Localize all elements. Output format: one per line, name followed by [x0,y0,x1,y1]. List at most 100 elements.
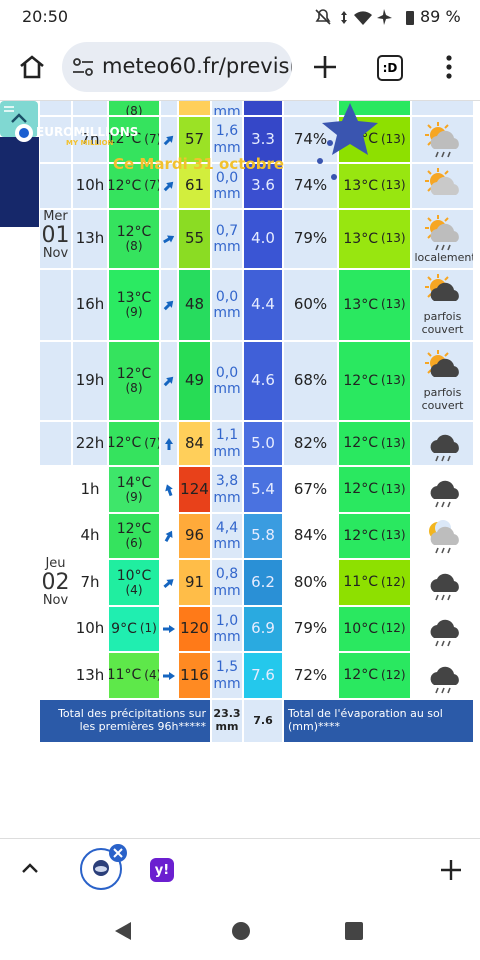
temp-sub: (8) [125,381,143,396]
evap-cell: 6.2 [243,559,283,606]
new-tab-button[interactable] [312,54,338,80]
precip-value: 0,8 [215,566,239,583]
index-cell: 124 [178,466,211,513]
humidity-cell: 82% [283,421,338,466]
month: Nov [42,593,69,608]
tab-switcher[interactable]: :D [377,55,403,81]
url-bar[interactable]: meteo60.fr/previsio [62,42,292,92]
close-tab[interactable] [108,843,128,863]
wind-arrow-cell [160,466,178,513]
tab-strip: y! [0,838,480,901]
temp-sub: (7) [144,435,160,450]
temp: 11°C [108,667,142,684]
index-value: 116 [180,665,209,684]
home-nav[interactable] [230,920,252,942]
day-cell [39,101,72,116]
weather-icon-cell [411,559,474,606]
weather-icon [424,273,462,311]
index-cell: 120 [178,606,211,652]
wind-arrow-cell [160,606,178,652]
precip-unit: mm [213,139,241,156]
recents-button[interactable] [344,921,364,941]
humidity-cell: 79% [283,209,338,269]
temp2: 12°C [343,372,378,389]
temp-sub: (9) [125,489,143,504]
wind-arrow-cell [160,209,178,269]
precip-cell: mm [211,101,243,116]
day-cell [39,559,72,606]
day-cell [39,116,72,163]
weather-icon [424,425,462,463]
site-settings-icon[interactable] [72,58,94,76]
temp2: 12°C [343,527,378,544]
temp: 9°C [111,620,137,637]
temp2-sub: (13) [380,435,406,450]
index-value: 48 [184,295,205,314]
temp2-sub: (13) [380,528,406,543]
temp2-cell: 12°C (13) [338,341,411,421]
weather-icon-cell [411,652,474,699]
temp: 12°C [116,366,152,383]
index-cell: 96 [178,513,211,559]
battery: 89 % [420,7,461,26]
web-content: (8)mm7h12°C(7)571,6mm3.374%11°C(13)10h12… [0,100,480,839]
evap-cell: 6.9 [243,606,283,652]
temp-cell: 11°C (4) [108,652,160,699]
evap-cell: 5.8 [243,513,283,559]
weather-icon-cell: parfois couvert [411,269,474,341]
temp-sub: (7) [144,131,160,146]
day-cell [39,163,72,209]
evap-cell: 3.3 [243,116,283,163]
ad-sub: MY MILLION [66,139,114,147]
weather-icon-cell [411,116,474,163]
humidity: 82% [293,433,328,452]
evap-cell: 4.4 [243,269,283,341]
precip-cell: 0,7 mm [211,209,243,269]
temp2: 11°C [343,574,378,591]
precip-unit: mm [213,103,241,116]
temp: 12°C [116,224,152,241]
humidity-cell: 79% [283,606,338,652]
humidity: 79% [293,619,328,638]
temp2: 10°C [343,620,378,637]
temp-cell: 12°C (7) [108,421,160,466]
day-cell [39,652,72,699]
arrow-cell [160,101,178,116]
expand-button[interactable] [20,861,40,875]
temp2-sub: (13) [380,297,406,312]
weather-icon [424,610,462,648]
evap-cell [243,101,283,116]
humidity: 74% [293,129,328,148]
humidity: 74% [293,176,328,195]
footer-evap-total: 7.6 [243,699,283,743]
wind-arrow-cell [160,513,178,559]
temp-cell: 12°C (7) [108,163,160,209]
back-button[interactable] [112,920,134,942]
precip-cell: 0,0 mm [211,269,243,341]
temp-cell: 14°C (9) [108,466,160,513]
temp-sub: (1) [139,621,157,636]
status-bar: 20:50 89 % [0,0,480,34]
weather-icon-cell [411,513,474,559]
add-tab[interactable] [440,859,462,881]
index-value: 61 [184,176,205,195]
weather-icon [424,349,462,387]
precip-cell: 0,0 mm [211,163,243,209]
humidity: 80% [293,572,328,591]
precip-unit: mm [213,536,241,552]
precip-unit: mm [213,239,241,255]
active-tab[interactable] [80,848,122,890]
temp2-sub: (13) [380,131,406,146]
humidity-cell: 74% [283,116,338,163]
yahoo-tab[interactable]: y! [150,858,174,882]
evap-value: 3.6 [251,176,275,195]
precip-value: 0,7 [215,222,239,239]
clock: 20:50 [22,7,69,26]
home-button[interactable] [18,54,46,80]
menu-button[interactable] [440,54,458,80]
weather-icon-cell [411,421,474,466]
precip-unit: mm [213,629,241,645]
precip-cell: 1,0 mm [211,606,243,652]
evap-cell: 5.4 [243,466,283,513]
